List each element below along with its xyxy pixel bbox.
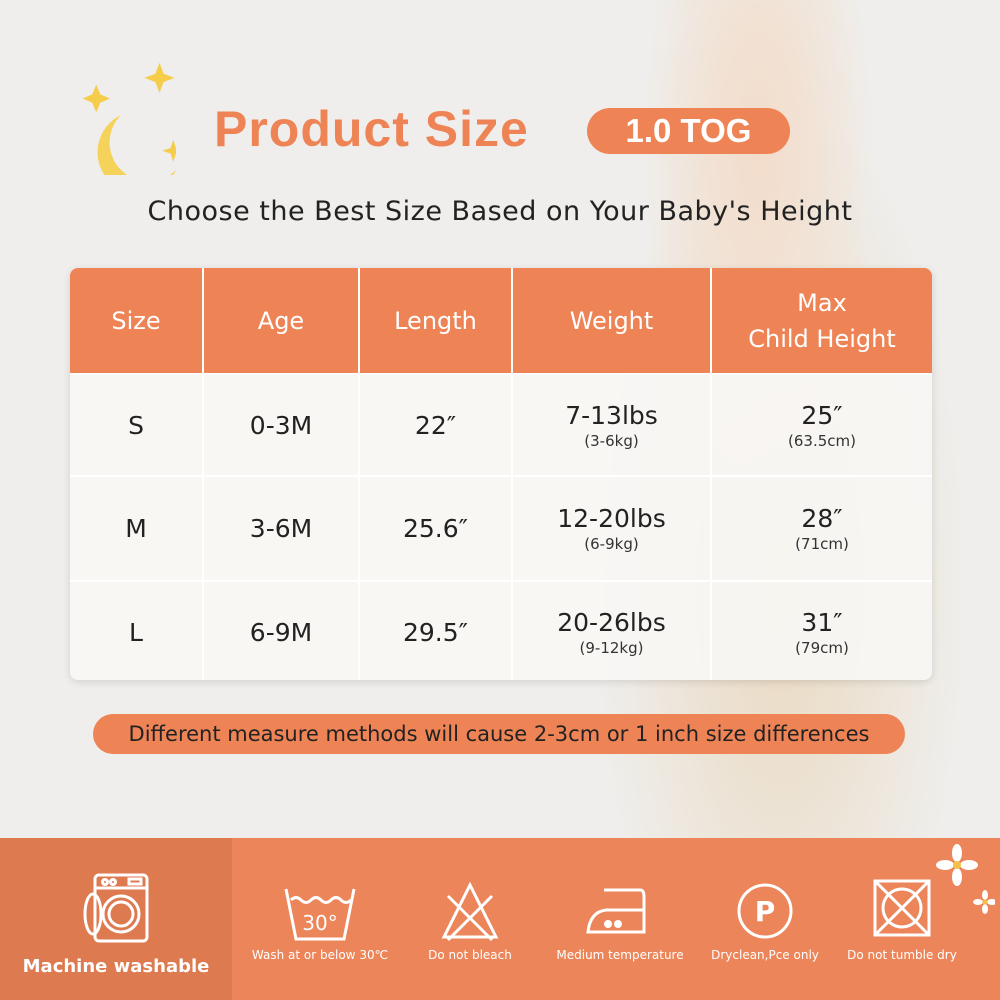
care-label: Do not bleach	[428, 948, 512, 962]
size-cell: S	[70, 375, 204, 475]
care-item: Do not bleach	[405, 838, 535, 1000]
height-cm: (63.5cm)	[788, 431, 856, 450]
column-header: Size	[70, 268, 204, 373]
weight-lbs: 20-26lbs	[557, 607, 666, 637]
height-cell: 28″ (71cm)	[712, 477, 932, 580]
care-item: 30° Wash at or below 30℃	[250, 838, 390, 1000]
care-label: Dryclean,Pce only	[711, 948, 819, 962]
age-cell: 3-6M	[204, 477, 360, 580]
svg-text:30°: 30°	[302, 911, 337, 935]
flower-decoration-icon	[936, 844, 995, 914]
svg-text:P: P	[755, 895, 776, 928]
weight-kg: (3-6kg)	[584, 431, 639, 450]
wash-30-icon: 30°	[284, 888, 356, 941]
height-cm: (79cm)	[795, 638, 849, 657]
care-label: Medium temperature	[556, 948, 684, 962]
table-row: S 0-3M 22″ 7-13lbs (3-6kg) 25″ (63.5cm)	[70, 373, 932, 475]
no-bleach-icon	[441, 882, 499, 942]
washing-machine-icon	[83, 873, 149, 943]
size-cell: L	[70, 582, 204, 680]
column-header: Weight	[513, 268, 712, 373]
subtitle: Choose the Best Size Based on Your Baby'…	[147, 196, 853, 227]
height-cm: (71cm)	[795, 535, 849, 553]
measure-note: Different measure methods will cause 2-3…	[93, 714, 905, 754]
length-cell: 25.6″	[360, 477, 513, 580]
height-in: 25″	[801, 400, 843, 430]
length-cell: 29.5″	[360, 582, 513, 680]
table-header: Size Age Length Weight Max Child Height	[70, 268, 932, 373]
moon-stars-icon	[82, 62, 176, 175]
height-cell: 31″ (79cm)	[712, 582, 932, 680]
height-cell: 25″ (63.5cm)	[712, 375, 932, 475]
care-label: Do not tumble dry	[847, 948, 957, 962]
height-in: 28″	[801, 504, 843, 533]
dryclean-p-icon: P	[737, 883, 793, 939]
size-table: Size Age Length Weight Max Child Height …	[70, 268, 932, 680]
care-instructions-band: Machine washable 30° Wash at or below 30…	[0, 838, 1000, 1000]
weight-lbs: 7-13lbs	[565, 400, 658, 430]
column-header: Age	[204, 268, 360, 373]
weight-lbs: 12-20lbs	[557, 504, 666, 533]
care-label: Wash at or below 30℃	[251, 948, 389, 962]
column-header: Length	[360, 268, 513, 373]
weight-cell: 12-20lbs (6-9kg)	[513, 477, 712, 580]
weight-kg: (9-12kg)	[579, 638, 644, 657]
table-row: L 6-9M 29.5″ 20-26lbs (9-12kg) 31″ (79cm)	[70, 580, 932, 680]
tog-badge: 1.0 TOG	[587, 108, 790, 154]
page-title: Product Size	[214, 101, 529, 157]
care-item-machine-washable: Machine washable	[0, 838, 232, 1000]
age-cell: 0-3M	[204, 375, 360, 475]
weight-cell: 20-26lbs (9-12kg)	[513, 582, 712, 680]
care-item: P Dryclean,Pce only	[700, 838, 830, 1000]
machine-washable-panel	[0, 838, 232, 1000]
weight-cell: 7-13lbs (3-6kg)	[513, 375, 712, 475]
table-row: M 3-6M 25.6″ 12-20lbs (6-9kg) 28″ (71cm)	[70, 475, 932, 580]
iron-medium-icon	[586, 888, 646, 934]
age-cell: 6-9M	[204, 582, 360, 680]
care-item: Medium temperature	[545, 838, 695, 1000]
weight-kg: (6-9kg)	[584, 535, 639, 553]
height-in: 31″	[801, 607, 843, 637]
no-tumble-dry-icon	[873, 879, 931, 937]
length-cell: 22″	[360, 375, 513, 475]
care-label: Machine washable	[22, 956, 210, 977]
care-item: Do not tumble dry	[837, 838, 967, 1000]
size-cell: M	[70, 477, 204, 580]
column-header: Max Child Height	[748, 288, 896, 353]
